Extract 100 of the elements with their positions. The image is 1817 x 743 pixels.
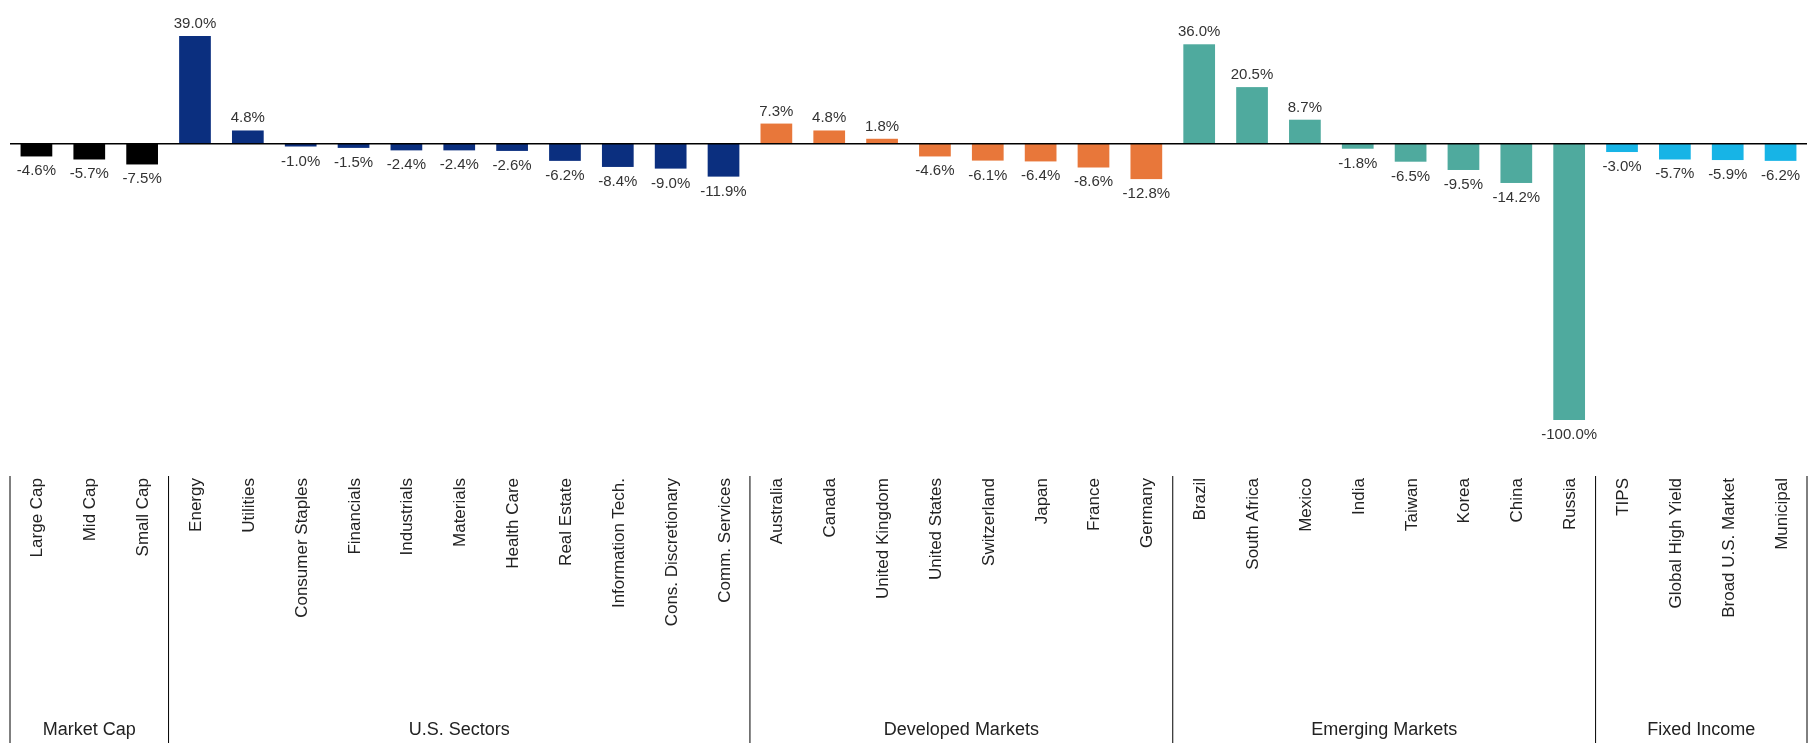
x-tick-label: Global High Yield	[1665, 478, 1685, 609]
bar	[1077, 143, 1110, 168]
data-label: -5.7%	[69, 164, 109, 182]
data-label: -9.5%	[1443, 174, 1484, 192]
x-tick-label: Russia	[1560, 477, 1580, 530]
bar	[1553, 143, 1586, 420]
bar	[1447, 143, 1480, 170]
bar	[284, 143, 317, 147]
bar	[1341, 143, 1374, 149]
bar	[549, 143, 581, 161]
data-label: -14.2%	[1492, 187, 1541, 205]
data-label: -4.6%	[915, 161, 955, 179]
x-tick-label: Materials	[450, 478, 470, 547]
bar	[496, 143, 528, 151]
x-tick-label: United States	[925, 478, 945, 581]
x-tick-label: Broad U.S. Market	[1718, 477, 1738, 618]
data-label: -2.6%	[492, 155, 532, 173]
bar	[654, 143, 687, 169]
bar	[231, 130, 264, 144]
text: Developed Markets	[883, 719, 1039, 739]
data-label: -1.5%	[333, 152, 374, 170]
x-tick-label: Comm. Services	[714, 478, 734, 603]
bar	[1500, 143, 1533, 183]
text: Market Cap	[42, 719, 136, 739]
bar	[813, 130, 846, 144]
x-tick-label: India	[1348, 477, 1368, 515]
bar	[707, 143, 740, 177]
bar	[1024, 143, 1057, 162]
x-tick-label: Industrials	[397, 478, 417, 556]
data-label: -11.9%	[700, 181, 747, 199]
x-tick-label: Consumer Staples	[291, 478, 311, 618]
data-label: -2.4%	[386, 155, 426, 173]
x-tick-label: Cons. Discretionary	[661, 477, 681, 627]
x-tick-label: Switzerland	[978, 478, 998, 566]
x-tick-label: Energy	[185, 477, 205, 532]
data-label: -100.0%	[1541, 425, 1598, 442]
data-label: -4.6%	[16, 161, 57, 179]
x-tick-label: Financials	[344, 478, 364, 555]
x-tick-label: Utilities	[238, 478, 258, 533]
x-tick-label: Germany	[1137, 477, 1157, 548]
data-label: 7.3%	[759, 101, 794, 119]
data-label: -9.0%	[651, 173, 691, 191]
x-tick-label: France	[1084, 478, 1104, 531]
data-label: -8.6%	[1073, 172, 1114, 190]
x-tick-label: Information Tech.	[608, 478, 628, 609]
data-label: -6.4%	[1021, 166, 1061, 184]
bar	[1236, 87, 1268, 144]
bar	[1764, 143, 1797, 161]
data-label: -6.2%	[545, 165, 585, 183]
data-label: -5.7%	[1655, 164, 1695, 182]
bar	[1606, 143, 1638, 153]
data-label: 8.7%	[1287, 97, 1322, 115]
data-label: -1.8%	[1338, 153, 1378, 171]
x-tick-label: Health Care	[503, 478, 523, 569]
bar	[919, 143, 951, 157]
x-tick-label: TIPS	[1613, 478, 1633, 516]
data-label: -6.2%	[1760, 165, 1801, 183]
data-label: -6.5%	[1391, 166, 1431, 184]
bar	[1183, 44, 1216, 144]
x-tick-label: United Kingdom	[873, 478, 893, 599]
x-tick-label: Australia	[767, 477, 787, 545]
x-tick-label: Korea	[1454, 477, 1474, 524]
text: Emerging Markets	[1311, 719, 1458, 739]
data-label: 4.8%	[230, 108, 265, 126]
x-tick-label: Brazil	[1190, 478, 1210, 521]
data-label: 39.0%	[173, 14, 217, 31]
x-tick-label: Mexico	[1295, 478, 1315, 532]
data-label: -3.0%	[1602, 157, 1642, 175]
bar	[971, 143, 1004, 161]
x-tick-label: Taiwan	[1401, 478, 1421, 531]
bar	[337, 143, 370, 148]
text: Fixed Income	[1647, 719, 1756, 739]
x-tick-label: Small Cap	[133, 478, 153, 557]
data-label: -6.1%	[968, 165, 1008, 183]
data-label: 36.0%	[1177, 22, 1221, 40]
text: U.S. Sectors	[408, 719, 510, 739]
x-tick-label: China	[1507, 477, 1527, 523]
bar	[1394, 143, 1427, 162]
data-label: 20.5%	[1230, 65, 1274, 83]
data-label: -2.4%	[439, 155, 479, 173]
data-label: -5.9%	[1708, 165, 1748, 183]
x-tick-label: South Africa	[1243, 477, 1263, 570]
bar	[1659, 143, 1691, 160]
bar	[443, 143, 476, 151]
x-tick-label: Canada	[820, 477, 840, 538]
bar	[760, 123, 793, 144]
bar	[1711, 143, 1744, 161]
data-label: -12.8%	[1122, 184, 1171, 202]
x-tick-label: Mid Cap	[80, 478, 100, 542]
data-label: -1.0%	[281, 151, 321, 169]
bar	[1130, 143, 1163, 180]
data-label: -8.4%	[598, 171, 638, 189]
bar	[601, 143, 634, 167]
bar	[1289, 119, 1321, 144]
data-label: 4.8%	[812, 108, 847, 126]
x-tick-label: Large Cap	[27, 478, 47, 558]
x-tick-label: Real Estate	[555, 478, 575, 566]
x-tick-label: Municipal	[1771, 478, 1791, 550]
x-tick-label: Japan	[1031, 478, 1051, 525]
bar	[179, 36, 211, 144]
